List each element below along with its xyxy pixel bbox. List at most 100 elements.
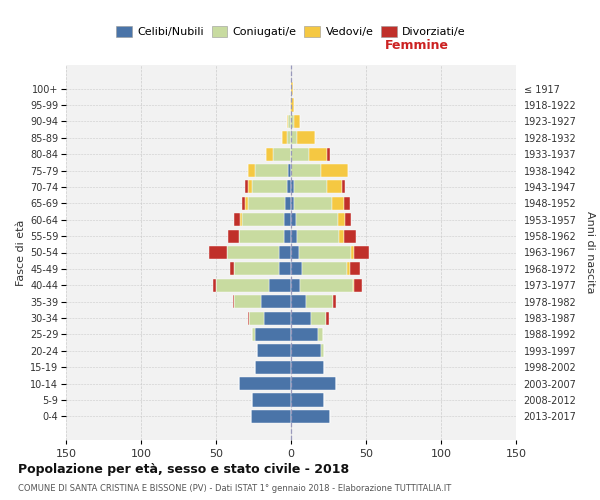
Bar (299, 246, 351, 259)
Bar (265, 148, 273, 160)
Bar (241, 197, 245, 210)
Bar (241, 213, 284, 226)
Bar (282, 131, 287, 144)
Bar (209, 246, 227, 259)
Bar (331, 197, 343, 210)
Bar (291, 394, 324, 406)
Bar (353, 278, 354, 292)
Bar (291, 278, 300, 292)
Bar (257, 344, 291, 358)
Bar (291, 213, 296, 226)
Bar (245, 180, 248, 194)
Bar (327, 148, 330, 160)
Bar (284, 230, 291, 242)
Bar (347, 262, 349, 276)
Bar (318, 328, 323, 341)
Bar (291, 377, 336, 390)
Bar (291, 312, 311, 324)
Bar (321, 344, 324, 358)
Bar (291, 82, 293, 95)
Bar (233, 295, 234, 308)
Bar (327, 180, 342, 194)
Bar (245, 197, 248, 210)
Bar (255, 360, 291, 374)
Bar (297, 230, 339, 242)
Bar (248, 197, 285, 210)
Bar (285, 197, 291, 210)
Bar (354, 246, 369, 259)
Bar (234, 262, 279, 276)
Bar (291, 164, 321, 177)
Bar (291, 98, 294, 112)
Bar (302, 262, 347, 276)
Bar (311, 312, 325, 324)
Bar (291, 360, 324, 374)
Bar (333, 295, 336, 308)
Bar (342, 180, 345, 194)
Bar (339, 230, 343, 242)
Bar (248, 180, 252, 194)
Y-axis label: Fasce di età: Fasce di età (16, 220, 26, 286)
Text: Popolazione per età, sesso e stato civile - 2018: Popolazione per età, sesso e stato civil… (18, 462, 349, 475)
Bar (255, 328, 291, 341)
Bar (354, 278, 361, 292)
Bar (351, 246, 354, 259)
Text: COMUNE DI SANTA CRISTINA E BISSONE (PV) - Dati ISTAT 1° gennaio 2018 - Elaborazi: COMUNE DI SANTA CRISTINA E BISSONE (PV) … (18, 484, 451, 493)
Bar (291, 262, 302, 276)
Bar (234, 213, 240, 226)
Bar (291, 410, 330, 423)
Bar (234, 295, 261, 308)
Bar (229, 262, 234, 276)
Y-axis label: Anni di nascita: Anni di nascita (584, 211, 595, 294)
Bar (306, 295, 333, 308)
Bar (284, 213, 291, 226)
Bar (291, 197, 294, 210)
Bar (251, 410, 291, 423)
Legend: Celibi/Nubili, Coniugati/e, Vedovi/e, Divorziati/e: Celibi/Nubili, Coniugati/e, Vedovi/e, Di… (112, 22, 470, 42)
Bar (291, 115, 294, 128)
Bar (252, 394, 291, 406)
Bar (288, 164, 291, 177)
Bar (291, 230, 297, 242)
Bar (239, 377, 291, 390)
Bar (345, 213, 351, 226)
Bar (216, 278, 269, 292)
Bar (321, 164, 348, 177)
Bar (273, 148, 291, 160)
Bar (213, 278, 216, 292)
Bar (291, 180, 294, 194)
Bar (291, 246, 299, 259)
Bar (269, 278, 291, 292)
Bar (297, 131, 315, 144)
Bar (287, 115, 288, 128)
Bar (287, 131, 291, 144)
Bar (252, 328, 255, 341)
Bar (227, 246, 279, 259)
Bar (261, 295, 291, 308)
Bar (248, 312, 249, 324)
Bar (349, 262, 360, 276)
Bar (300, 278, 353, 292)
Bar (337, 213, 345, 226)
Bar (239, 230, 284, 242)
Bar (294, 180, 327, 194)
Bar (291, 328, 318, 341)
Bar (291, 131, 297, 144)
Bar (294, 197, 331, 210)
Bar (288, 115, 291, 128)
Bar (249, 312, 264, 324)
Bar (240, 213, 241, 226)
Bar (279, 246, 291, 259)
Bar (290, 98, 291, 112)
Bar (248, 164, 255, 177)
Bar (264, 312, 291, 324)
Bar (291, 344, 321, 358)
Bar (325, 312, 329, 324)
Bar (343, 197, 349, 210)
Bar (309, 148, 327, 160)
Bar (296, 213, 337, 226)
Bar (252, 180, 287, 194)
Bar (294, 115, 300, 128)
Text: Femmine: Femmine (385, 39, 449, 52)
Bar (228, 230, 239, 242)
